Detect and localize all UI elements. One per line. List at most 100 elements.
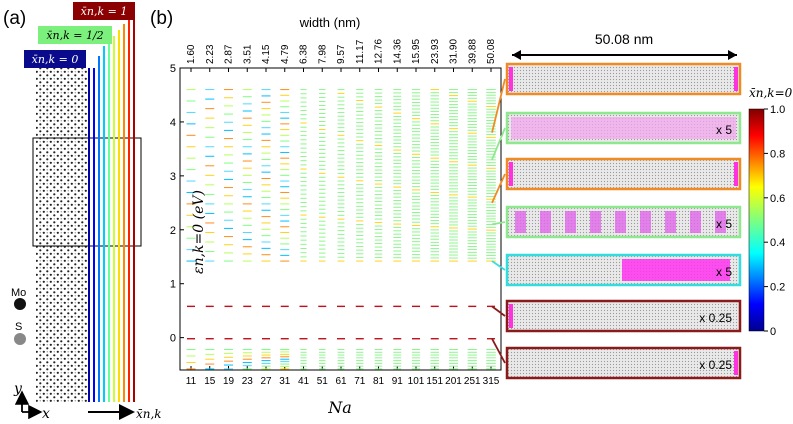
axis-xbar-label: x̄n,k <box>136 407 162 421</box>
lattice-strip <box>36 66 88 402</box>
inset-frame <box>505 157 742 191</box>
mo-atom-icon <box>14 298 26 310</box>
band-column <box>355 89 364 370</box>
x-tick-label: 19 <box>223 376 235 387</box>
colorbar-tick-label: 0 <box>770 326 776 338</box>
inset-panel: x 5 <box>491 205 742 239</box>
badge-x0-text: x̄n,k = 0 <box>32 53 79 66</box>
density-lobe <box>565 211 576 233</box>
x-tick-label: 27 <box>260 376 272 387</box>
x-tick-label: 61 <box>335 376 347 387</box>
band-column <box>430 89 440 370</box>
badge-xhalf <box>38 26 112 44</box>
inset-multiplier: x 5 <box>716 123 732 137</box>
inset-arrow <box>491 127 506 161</box>
x-tick-label: 91 <box>392 376 404 387</box>
inset-frame <box>505 62 742 96</box>
y-tick-label: 1 <box>170 279 176 291</box>
colorbar-title: x̄n,k=0 <box>749 86 793 100</box>
top-tick-label: 31.90 <box>449 39 460 64</box>
density-lobe <box>615 211 626 233</box>
density-left <box>509 304 513 328</box>
colorbar-ticks: 1.0 0.8 0.6 0.4 0.2 0 <box>764 104 785 338</box>
badge-x1 <box>73 2 135 20</box>
inset-frame <box>505 299 742 333</box>
colorbar-tick-label: 0.6 <box>770 193 785 205</box>
zoom-box <box>32 137 142 247</box>
inset-arrow <box>491 260 506 271</box>
band-column <box>393 89 402 370</box>
density-lobe <box>690 211 701 233</box>
x-tick-label: 315 <box>483 376 500 387</box>
y-tick-label: 3 <box>170 171 176 183</box>
scale-label: 50.08 nm <box>595 31 653 47</box>
band-structure-plot: 012345111.60152.23192.87233.51274.15314.… <box>170 39 500 387</box>
colorbar-tick-label: 1.0 <box>770 104 785 116</box>
inset-multiplier: x 5 <box>716 217 732 231</box>
x-tick-label: 11 <box>186 376 197 387</box>
top-tick-label: 4.79 <box>280 44 291 64</box>
s-atom-icon <box>14 333 26 345</box>
inset-panel: x 5 <box>491 253 742 287</box>
y-tick-label: 0 <box>170 333 176 345</box>
top-tick-label: 14.36 <box>392 39 403 64</box>
axis-x-label: x <box>42 406 50 422</box>
colorbar-tick-label: 0.4 <box>770 237 785 249</box>
x-tick-label: 251 <box>464 376 481 387</box>
x-tick-label: 101 <box>408 376 425 387</box>
inset-panel <box>491 62 742 133</box>
density-uniform <box>511 117 736 139</box>
top-tick-label: 15.95 <box>411 39 422 64</box>
density-left <box>509 162 513 186</box>
band-column <box>449 89 458 370</box>
y-axis-title: εn,k=0 (eV) <box>191 190 207 274</box>
inset-arrow <box>491 221 506 226</box>
density-blob <box>622 259 730 281</box>
band-column <box>411 89 421 370</box>
top-tick-label: 4.15 <box>261 44 272 64</box>
density-lobe <box>515 211 526 233</box>
y-tick-label: 2 <box>170 225 176 237</box>
x-tick-label: 151 <box>426 376 443 387</box>
band-column <box>242 89 252 370</box>
inset-panel: x 0.25 <box>491 338 742 380</box>
inset-panel: x 0.25 <box>491 299 742 333</box>
top-tick-label: 12.76 <box>374 39 385 64</box>
band-column <box>486 89 496 370</box>
panel-b-label: (b) <box>150 8 173 29</box>
top-tick-label: 7.98 <box>317 44 328 64</box>
inset-panel: x 5 <box>491 111 742 161</box>
density-lobe <box>540 211 551 233</box>
badge-x1-text: x̄n,k = 1 <box>81 5 128 18</box>
rainbow-lines <box>88 18 135 402</box>
panel-a-label: (a) <box>3 8 26 29</box>
x-tick-label: 31 <box>279 376 291 387</box>
inset-multiplier: x 0.25 <box>699 358 732 372</box>
density-right <box>734 67 738 91</box>
legend-s-label: S <box>15 321 22 333</box>
band-column <box>224 89 233 370</box>
legend-mo-label: Mo <box>11 287 26 299</box>
inset-panel <box>491 157 742 204</box>
colorbar-tick-label: 0.8 <box>770 148 785 160</box>
top-tick-label: 50.08 <box>486 39 497 64</box>
band-column <box>205 89 215 370</box>
inset-arrow <box>491 173 506 204</box>
x-tick-label: 201 <box>445 376 462 387</box>
x-tick-label: 23 <box>242 376 254 387</box>
density-left <box>509 67 513 91</box>
x-tick-label: 81 <box>373 376 385 387</box>
x-tick-label: 15 <box>204 376 216 387</box>
x-tick-label: 41 <box>298 376 310 387</box>
density-lobe <box>640 211 651 233</box>
band-column <box>337 89 345 370</box>
density-lobe <box>590 211 601 233</box>
top-tick-label: 11.17 <box>355 39 366 64</box>
top-tick-label: 6.38 <box>299 44 310 64</box>
top-tick-label: 2.23 <box>205 44 216 64</box>
badge-x0 <box>24 50 86 68</box>
density-right <box>734 351 738 375</box>
density-lobe <box>665 211 676 233</box>
colorbar <box>748 108 765 332</box>
colorbar-tick-label: 0.2 <box>770 282 785 294</box>
